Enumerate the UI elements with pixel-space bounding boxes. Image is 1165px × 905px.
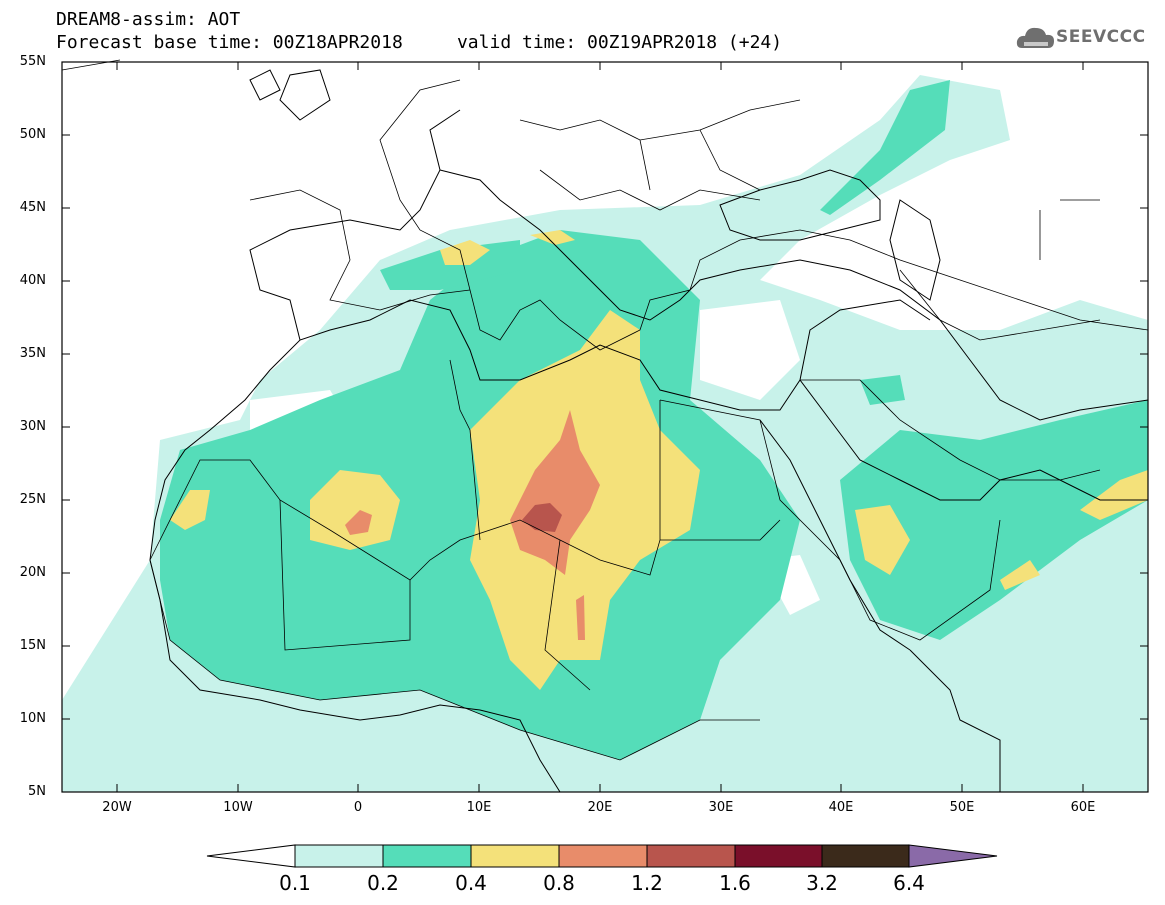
- colorbar-label: 6.4: [893, 871, 925, 895]
- lon-label: 10E: [466, 800, 492, 815]
- aot-contour-0.4: [855, 505, 910, 575]
- colorbar-bin: [734, 844, 823, 868]
- aot-contour-0.2: [840, 400, 1148, 640]
- lon-label: 20E: [587, 800, 613, 815]
- aot-contour-0.4: [1000, 560, 1040, 590]
- colorbar-min-arrow: [206, 844, 296, 868]
- lat-label: 55N: [19, 54, 46, 69]
- aot-contour-0.4: [530, 230, 575, 245]
- lat-label: 15N: [19, 638, 46, 653]
- lon-label: 10W: [223, 800, 253, 815]
- colorbar-bin: [382, 844, 472, 868]
- lon-label: 30E: [708, 800, 734, 815]
- aot-contour-0.4: [170, 490, 210, 530]
- lon-label: 20W: [102, 800, 132, 815]
- aot-contour-0.2: [860, 375, 905, 405]
- lon-label: 50E: [949, 800, 975, 815]
- logo-text: SEEVCCC: [1056, 27, 1146, 47]
- coastlines: [149, 69, 1149, 793]
- colorbar-label: 0.1: [279, 871, 311, 895]
- aot-contour-1.2: [522, 503, 562, 532]
- aot-contour-0.8: [345, 510, 372, 535]
- aot-contour-0.1: [700, 300, 800, 400]
- aot-contour-0.8: [510, 410, 600, 575]
- seevccc-logo: SEEVCCC: [1016, 22, 1148, 54]
- aot-contour-0.4: [310, 470, 400, 550]
- colorbar-bin: [821, 844, 910, 868]
- colorbar-bin: [294, 844, 384, 868]
- colorbar-label: 1.2: [631, 871, 663, 895]
- colorbar-bin: [558, 844, 648, 868]
- colorbar-bin: [646, 844, 736, 868]
- lat-label: 45N: [19, 200, 46, 215]
- forecast-times: Forecast base time: 00Z18APR2018 valid t…: [56, 33, 782, 53]
- cloud-icon: [1016, 27, 1054, 48]
- lat-label: 5N: [28, 784, 46, 799]
- lat-label: 25N: [19, 492, 46, 507]
- aot-contour-0.2: [820, 80, 950, 215]
- lon-label: 40E: [828, 800, 854, 815]
- colorbar-label: 1.6: [719, 871, 751, 895]
- colorbar-bin: [470, 844, 560, 868]
- lat-label: 50N: [19, 127, 46, 142]
- lat-label: 40N: [19, 273, 46, 288]
- lat-label: 35N: [19, 346, 46, 361]
- product-title: DREAM8-assim: AOT: [56, 9, 241, 30]
- colorbar-max-arrow: [908, 844, 998, 868]
- colorbar-label: 0.4: [455, 871, 487, 895]
- colorbar-label: 0.2: [367, 871, 399, 895]
- lon-label: 60E: [1070, 800, 1096, 815]
- valid-time: valid time: 00Z19APR2018 (+24): [456, 32, 783, 53]
- lon-label: 0: [353, 800, 363, 815]
- colorbar-label: 0.8: [543, 871, 575, 895]
- colorbar-label: 3.2: [806, 871, 838, 895]
- lat-label: 30N: [19, 419, 46, 434]
- base-time: Forecast base time: 00Z18APR2018: [56, 32, 403, 53]
- aot-shading: [62, 62, 1148, 792]
- aot-contour-0.4: [1080, 470, 1148, 520]
- aot-contour-0.8: [576, 595, 585, 640]
- lat-ticks: [62, 61, 1148, 793]
- colorbar: [206, 844, 998, 868]
- lat-label: 10N: [19, 711, 46, 726]
- lat-label: 20N: [19, 565, 46, 580]
- lon-ticks: [116, 62, 1084, 792]
